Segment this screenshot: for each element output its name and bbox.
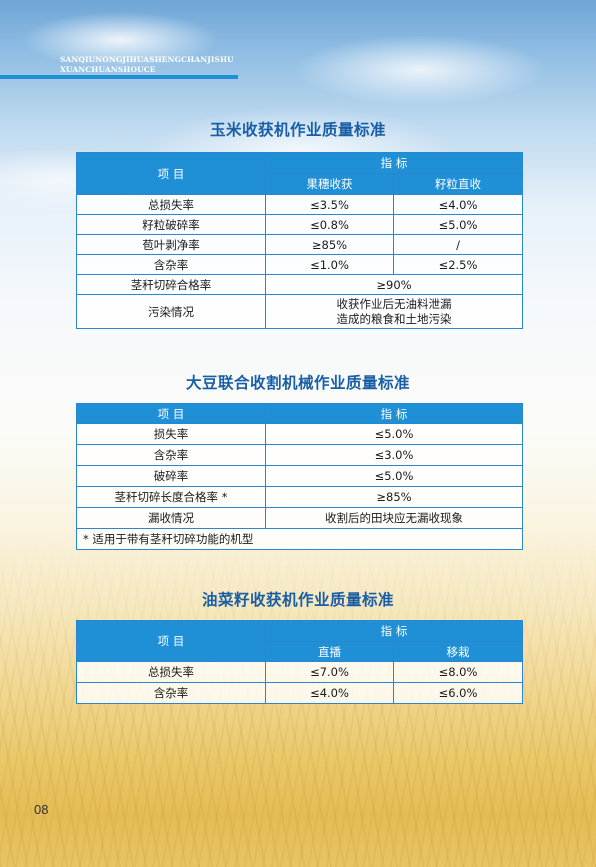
row-value: /: [393, 234, 523, 255]
header-line2: XUANCHUANSHOUCE: [60, 65, 156, 74]
row-value: ≤1.0%: [265, 254, 394, 275]
row-value: ≤4.0%: [393, 194, 523, 215]
corn-header-ear-harvest: 果穗收获: [265, 173, 394, 195]
row-value: ≥85%: [265, 486, 523, 508]
soybean-header-item: 项 目: [76, 403, 266, 424]
row-value: ≤3.5%: [265, 194, 394, 215]
corn-header-index: 指 标: [265, 152, 523, 174]
table-row: 损失率 ≤5.0%: [76, 423, 523, 445]
row-value: ≥90%: [265, 274, 523, 295]
row-item: 籽粒破碎率: [76, 214, 266, 235]
table-row: 籽粒破碎率 ≤0.8% ≤5.0%: [76, 214, 523, 235]
rapeseed-section-title: 油菜籽收获机作业质量标准: [201, 591, 394, 609]
corn-header-item: 项 目: [76, 152, 266, 195]
corn-section-title: 玉米收获机作业质量标准: [209, 121, 386, 139]
row-item: 茎秆切碎合格率: [76, 274, 266, 295]
row-value: ≤0.8%: [265, 214, 394, 235]
row-value: ≤5.0%: [393, 214, 523, 235]
pollution-line1: 收获作业后无油料泄漏: [336, 296, 452, 311]
row-value: ≥85%: [265, 234, 394, 255]
table-row: 总损失率 ≤3.5% ≤4.0%: [76, 194, 523, 215]
row-value: ≤5.0%: [265, 423, 523, 445]
rapeseed-header-direct-seeding: 直播: [265, 641, 394, 662]
row-item: 含杂率: [76, 682, 266, 704]
row-value: ≤8.0%: [393, 661, 523, 683]
table-row: 总损失率 ≤7.0% ≤8.0%: [76, 661, 523, 683]
rapeseed-standards-table: 项 目 指 标 直播 移栽 总损失率 ≤7.0% ≤8.0% 含杂率 ≤4.0%…: [76, 620, 523, 704]
rapeseed-header-transplanting: 移栽: [393, 641, 523, 662]
soybean-section-title: 大豆联合收割机械作业质量标准: [185, 374, 410, 392]
table-row: 漏收情况 收割后的田块应无漏收现象: [76, 507, 523, 529]
header-rule: [0, 75, 238, 79]
table-row: 苞叶剥净率 ≥85% /: [76, 234, 523, 255]
rapeseed-header-index: 指 标: [265, 620, 523, 642]
row-item: 苞叶剥净率: [76, 234, 266, 255]
table-note-row: * 适用于带有茎秆切碎功能的机型: [76, 528, 523, 550]
row-value: ≤2.5%: [393, 254, 523, 275]
row-value: 收割后的田块应无漏收现象: [265, 507, 523, 529]
pollution-line2: 造成的粮食和土地污染: [336, 311, 452, 326]
row-value: 收获作业后无油料泄漏 造成的粮食和土地污染: [265, 294, 523, 329]
corn-header-grain-harvest: 籽粒直收: [393, 173, 523, 195]
table-row: 含杂率 ≤3.0%: [76, 444, 523, 466]
table-row: 含杂率 ≤1.0% ≤2.5%: [76, 254, 523, 275]
row-item: 茎秆切碎长度合格率 *: [76, 486, 266, 508]
row-value: ≤5.0%: [265, 465, 523, 487]
row-item: 含杂率: [76, 444, 266, 466]
rapeseed-header-item: 项 目: [76, 620, 266, 662]
soybean-footnote: * 适用于带有茎秆切碎功能的机型: [76, 528, 523, 550]
table-row: 污染情况 收获作业后无油料泄漏 造成的粮食和土地污染: [76, 294, 523, 329]
header-line1: SANQIUNONGJIHUASHENGCHANJISHU: [60, 55, 234, 64]
page-number: 08: [34, 802, 49, 817]
row-item: 总损失率: [76, 194, 266, 215]
row-item: 总损失率: [76, 661, 266, 683]
soybean-header-index: 指 标: [265, 403, 523, 424]
row-item: 漏收情况: [76, 507, 266, 529]
soybean-standards-table: 项 目 指 标 损失率 ≤5.0% 含杂率 ≤3.0% 破碎率 ≤5.0% 茎秆…: [76, 403, 523, 550]
row-item: 含杂率: [76, 254, 266, 275]
row-value: ≤3.0%: [265, 444, 523, 466]
table-row: 含杂率 ≤4.0% ≤6.0%: [76, 682, 523, 704]
row-item: 破碎率: [76, 465, 266, 487]
table-row: 茎秆切碎长度合格率 * ≥85%: [76, 486, 523, 508]
corn-standards-table: 项 目 指 标 果穗收获 籽粒直收 总损失率 ≤3.5% ≤4.0% 籽粒破碎率…: [76, 152, 523, 329]
table-row: 茎秆切碎合格率 ≥90%: [76, 274, 523, 295]
table-row: 破碎率 ≤5.0%: [76, 465, 523, 487]
header-pinyin: SANQIUNONGJIHUASHENGCHANJISHU XUANCHUANS…: [60, 55, 234, 75]
row-item: 损失率: [76, 423, 266, 445]
row-value: ≤6.0%: [393, 682, 523, 704]
row-value: ≤4.0%: [265, 682, 394, 704]
row-value: ≤7.0%: [265, 661, 394, 683]
row-item: 污染情况: [76, 294, 266, 329]
